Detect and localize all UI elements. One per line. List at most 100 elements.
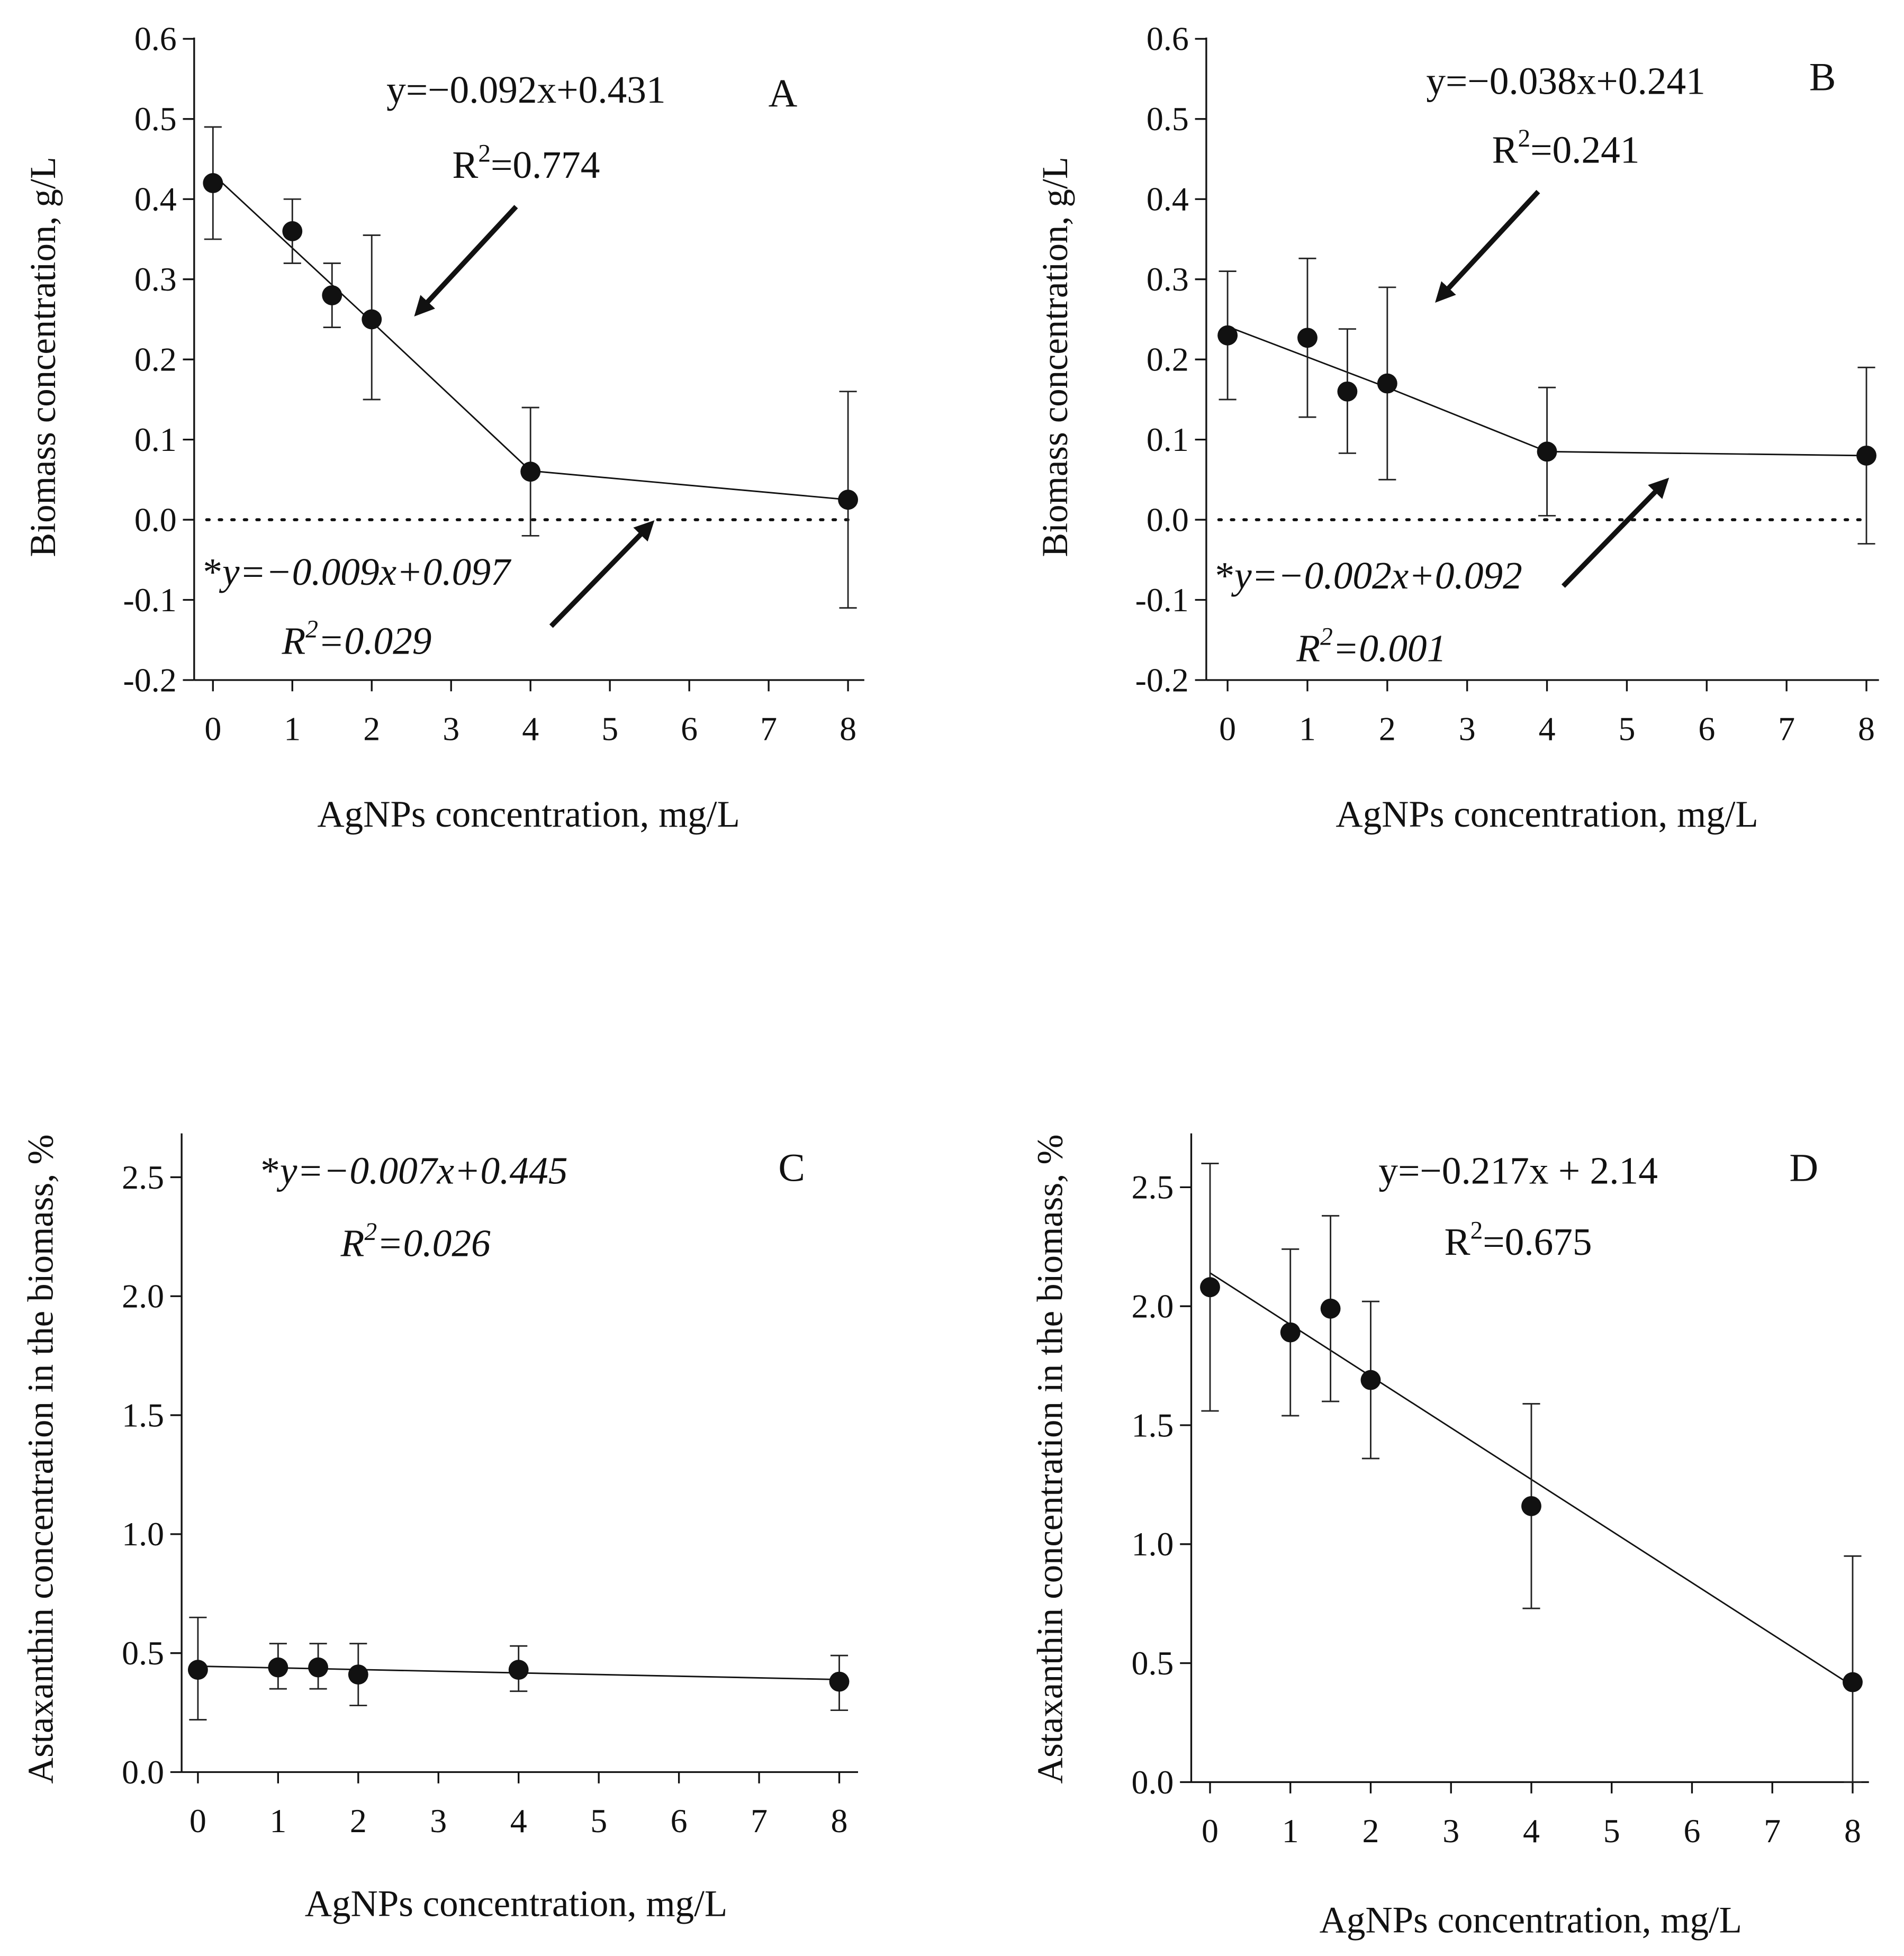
r-value: =0.774 xyxy=(491,143,600,186)
y-tick-label: 0.5 xyxy=(122,1634,164,1672)
data-point xyxy=(1377,373,1397,394)
y-tick-label: 0.1 xyxy=(134,421,177,458)
x-axis-title: AgNPs concentration, mg/L xyxy=(1335,794,1758,835)
y-tick-label: 0.0 xyxy=(1132,1763,1174,1801)
data-point xyxy=(1537,441,1557,462)
y-tick-label: 2.0 xyxy=(122,1278,164,1315)
superscript: 2 xyxy=(305,616,318,644)
r-squared-label: R2=0.001 xyxy=(1296,623,1446,670)
pointer-arrow xyxy=(414,205,518,316)
r-squared-label: R2=0.241 xyxy=(1492,125,1640,171)
data-point xyxy=(203,173,223,193)
panel-b: -0.2 -0.1 0.0 0.1 0.2 0.3 0.4 0.5 0.6 0 1 2 3 4 5 6 7 8 Ag… xyxy=(1035,20,1879,835)
data-point xyxy=(1200,1277,1220,1298)
y-tick-label: 0.5 xyxy=(1147,100,1189,138)
data-point xyxy=(348,1664,368,1685)
x-tick-label: 3 xyxy=(430,1802,447,1840)
x-tick-label: 8 xyxy=(840,710,856,748)
y-tick-label: 0.6 xyxy=(134,20,177,58)
x-tick-label: 6 xyxy=(1698,710,1715,748)
r-value: =0.241 xyxy=(1530,129,1639,171)
regression-equation: y=−0.038x+0.241 xyxy=(1426,59,1705,102)
x-tick-label: 2 xyxy=(363,710,380,748)
x-tick-label: 1 xyxy=(284,710,301,748)
data-point xyxy=(322,285,342,305)
y-tick-label: 0.4 xyxy=(134,180,177,218)
panel-letter: A xyxy=(769,71,798,115)
data-point xyxy=(1217,325,1238,346)
r-value: =0.026 xyxy=(377,1222,491,1265)
data-point xyxy=(1521,1496,1541,1516)
x-tick-label: 4 xyxy=(1523,1812,1540,1850)
x-tick-label: 5 xyxy=(601,710,618,748)
x-tick-label: 1 xyxy=(1299,710,1316,748)
pointer-arrow xyxy=(1561,477,1670,588)
y-axis-title: Astaxanthin concentration in the biomass… xyxy=(20,1134,60,1783)
y-tick-label: 0.5 xyxy=(134,100,177,138)
x-tick-label: 0 xyxy=(204,710,221,748)
panel-letter: D xyxy=(1789,1146,1818,1190)
x-tick-label: 5 xyxy=(1618,710,1635,748)
equation-text: y=−0.092x+0.431 xyxy=(386,68,665,111)
data-point xyxy=(187,1660,208,1680)
x-tick-label: 7 xyxy=(1764,1812,1781,1850)
equation-text: y=−0.038x+0.241 xyxy=(1426,59,1705,102)
y-tick-label: 0.4 xyxy=(1147,180,1189,218)
x-tick-label: 7 xyxy=(1778,710,1795,748)
data-point xyxy=(1320,1298,1341,1319)
y-tick-label: 2.0 xyxy=(1132,1288,1174,1325)
y-tick-label: 1.0 xyxy=(1132,1525,1174,1563)
y-tick-label: 1.5 xyxy=(1132,1406,1174,1444)
data-point xyxy=(1856,445,1876,466)
r-squared-label: R2=0.026 xyxy=(340,1218,491,1265)
panel-a: -0.2 -0.1 0.0 0.1 0.2 0.3 0.4 0.5 0.6 0 1 2 3 4 5 6 7 8 Ag… xyxy=(23,20,864,835)
r-letter: R xyxy=(1296,627,1320,669)
x-tick-label: 3 xyxy=(1459,710,1476,748)
superscript: 2 xyxy=(1470,1217,1483,1244)
y-axis-title: Astaxanthin concentration in the biomass… xyxy=(1030,1134,1070,1783)
asterisk: * xyxy=(1215,554,1234,597)
superscript: 2 xyxy=(1518,125,1530,152)
data-point xyxy=(1360,1370,1381,1390)
y-tick-label: 0.2 xyxy=(134,340,177,378)
data-point xyxy=(838,490,859,510)
x-tick-label: 2 xyxy=(1379,710,1396,748)
x-tick-label: 7 xyxy=(760,710,777,748)
asterisk: * xyxy=(260,1149,280,1192)
asterisk: * xyxy=(203,550,222,593)
x-tick-label: 5 xyxy=(590,1802,607,1840)
x-tick-label: 5 xyxy=(1603,1812,1620,1850)
x-axis-title: AgNPs concentration, mg/L xyxy=(317,794,739,835)
pointer-arrow xyxy=(1435,189,1540,303)
regression-equation: y=−0.217x + 2.14 xyxy=(1378,1149,1657,1192)
y-tick-label: 0.3 xyxy=(1147,260,1189,298)
data-point xyxy=(362,309,382,330)
y-tick-label: -0.1 xyxy=(123,581,177,619)
y-tick-label: 0.6 xyxy=(1147,20,1189,58)
r-letter: R xyxy=(340,1222,365,1265)
r-squared-label: R2=0.029 xyxy=(281,616,431,663)
x-tick-label: 0 xyxy=(1219,710,1236,748)
data-point xyxy=(1297,328,1318,348)
r-value: =0.675 xyxy=(1483,1220,1592,1263)
equation-text: y=−0.009x+0.097 xyxy=(219,550,512,593)
x-tick-label: 1 xyxy=(269,1802,286,1840)
r-letter: R xyxy=(1445,1220,1470,1263)
y-tick-label: 0.0 xyxy=(1147,501,1189,538)
superscript: 2 xyxy=(478,140,491,167)
r-letter: R xyxy=(1492,129,1518,171)
x-tick-label: 6 xyxy=(681,710,698,748)
y-tick-label: 0.3 xyxy=(134,260,177,298)
data-point xyxy=(508,1660,529,1680)
r-letter: R xyxy=(281,619,305,662)
y-tick-label: -0.1 xyxy=(1135,581,1189,619)
x-tick-label: 8 xyxy=(831,1802,848,1840)
data-point xyxy=(1280,1322,1301,1343)
y-tick-label: 2.5 xyxy=(1132,1169,1174,1206)
r-squared-label: R2=0.774 xyxy=(452,140,600,186)
x-tick-label: 0 xyxy=(190,1802,206,1840)
regression-equation: *y=−0.009x+0.097 xyxy=(203,550,512,593)
r-value: =0.029 xyxy=(318,619,432,662)
y-axis-title: Biomass concentration, g/L xyxy=(23,157,63,557)
y-tick-label: 0.0 xyxy=(134,501,177,538)
